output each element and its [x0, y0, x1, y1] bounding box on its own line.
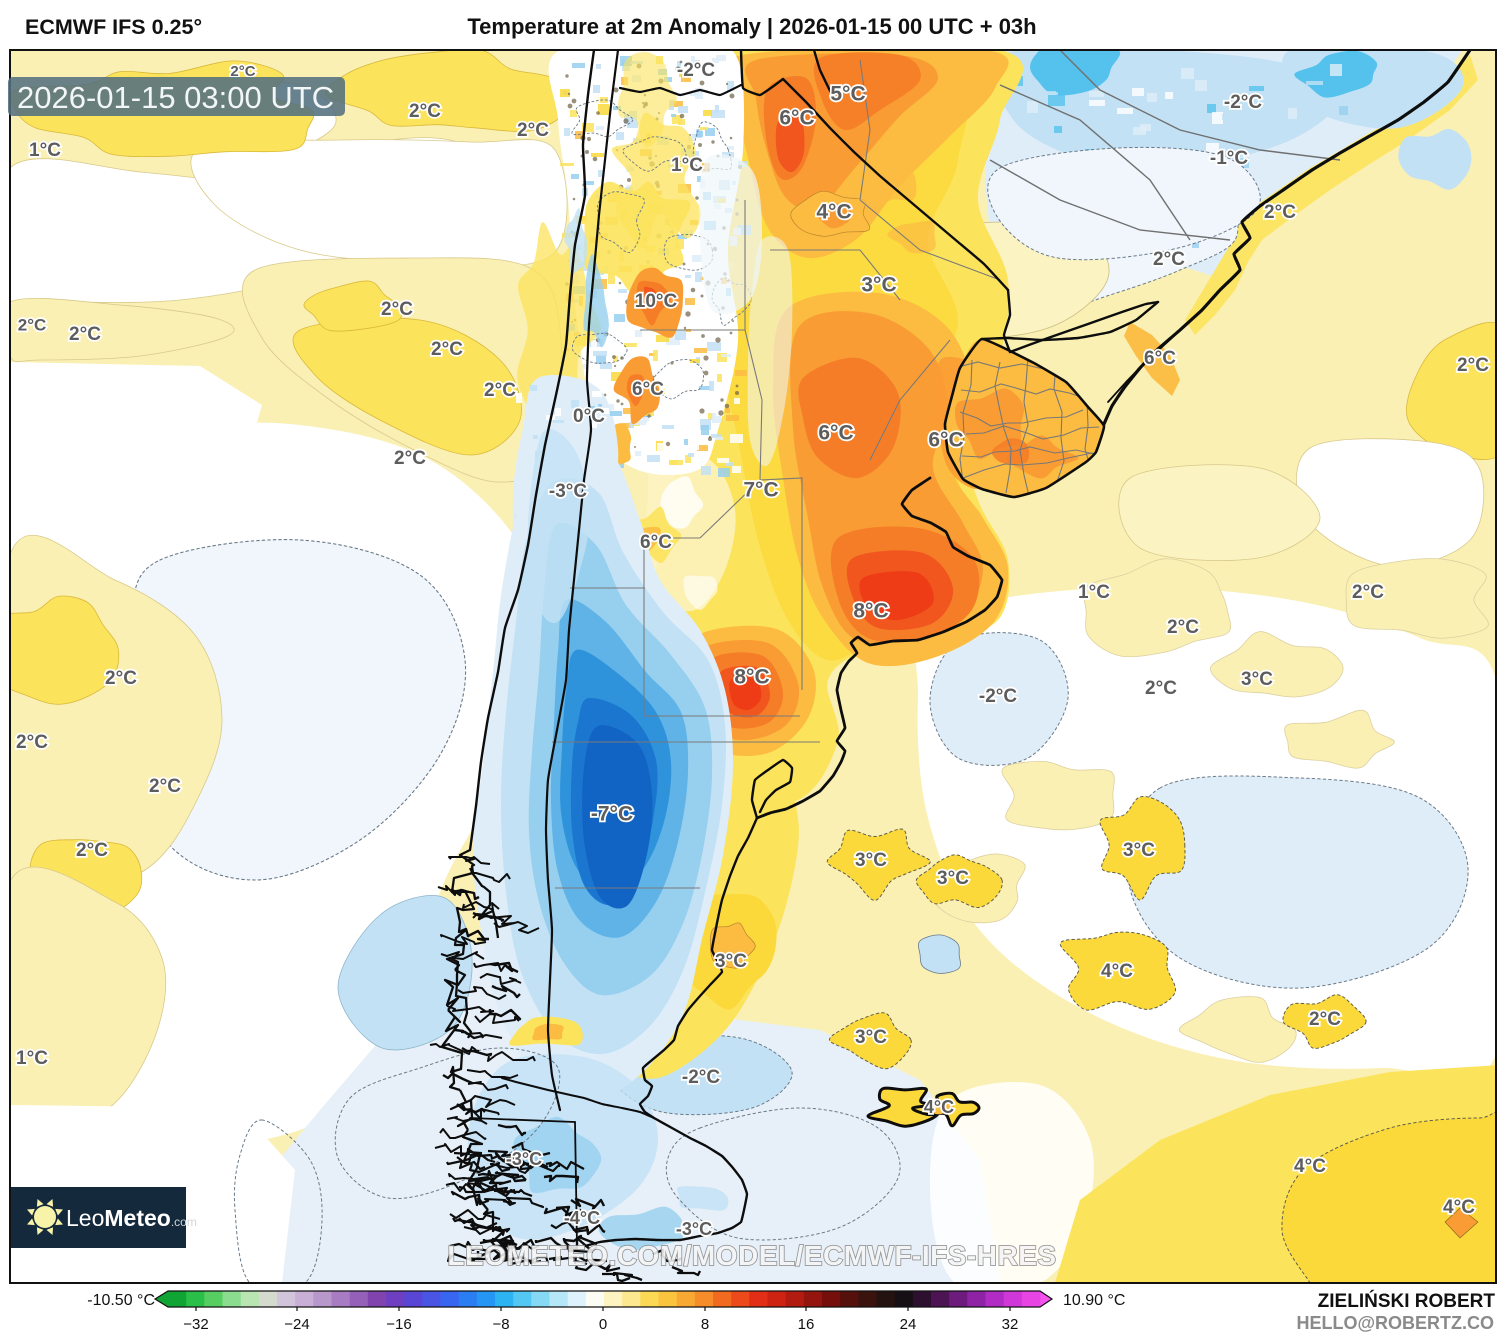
svg-text:10°C: 10°C: [635, 291, 678, 312]
svg-text:2°C: 2°C: [409, 101, 441, 122]
svg-text:2°C: 2°C: [1457, 355, 1489, 376]
svg-text:4°C: 4°C: [1294, 1156, 1326, 1177]
svg-text:4°C: 4°C: [924, 1097, 954, 1117]
svg-text:2026-01-15 03:00 UTC: 2026-01-15 03:00 UTC: [17, 80, 334, 115]
svg-text:3°C: 3°C: [861, 274, 896, 297]
svg-text:-3°C: -3°C: [676, 1219, 712, 1239]
svg-text:6°C: 6°C: [1144, 348, 1176, 369]
svg-text:ECMWF IFS 0.25°: ECMWF IFS 0.25°: [25, 15, 202, 39]
svg-text:ZIELIŃSKI ROBERT: ZIELIŃSKI ROBERT: [1318, 1290, 1496, 1312]
svg-text:LeoMeteo.com: LeoMeteo.com: [66, 1205, 197, 1231]
svg-text:6°C: 6°C: [632, 379, 664, 400]
svg-text:−32: −32: [183, 1316, 208, 1333]
svg-text:2°C: 2°C: [1153, 249, 1185, 270]
svg-text:2°C: 2°C: [18, 315, 47, 334]
svg-text:4°C: 4°C: [1443, 1197, 1475, 1218]
svg-text:-2°C: -2°C: [1224, 92, 1262, 113]
svg-text:4°C: 4°C: [1101, 961, 1133, 982]
svg-text:2°C: 2°C: [16, 732, 48, 753]
svg-text:-4°C: -4°C: [564, 1208, 600, 1228]
svg-text:1°C: 1°C: [671, 155, 703, 176]
svg-text:-1°C: -1°C: [1210, 148, 1248, 169]
svg-text:3°C: 3°C: [937, 868, 969, 889]
svg-text:2°C: 2°C: [76, 840, 108, 861]
svg-text:32: 32: [1002, 1316, 1019, 1333]
svg-text:10.90 °C: 10.90 °C: [1063, 1292, 1125, 1309]
svg-text:1°C: 1°C: [29, 140, 61, 161]
svg-text:1°C: 1°C: [16, 1048, 48, 1069]
svg-text:6°C: 6°C: [818, 422, 853, 445]
svg-text:2°C: 2°C: [1309, 1009, 1341, 1030]
svg-text:-2°C: -2°C: [979, 686, 1017, 707]
svg-text:−24: −24: [284, 1316, 309, 1333]
svg-text:24: 24: [900, 1316, 917, 1333]
svg-text:-10.50 °C: -10.50 °C: [87, 1292, 155, 1309]
svg-text:3°C: 3°C: [855, 1027, 887, 1048]
svg-text:3°C: 3°C: [1241, 669, 1273, 690]
svg-text:Temperature at 2m Anomaly | 20: Temperature at 2m Anomaly | 2026-01-15 0…: [467, 14, 1036, 39]
svg-text:2°C: 2°C: [431, 339, 463, 360]
svg-text:16: 16: [798, 1316, 815, 1333]
svg-text:1°C: 1°C: [1078, 582, 1110, 603]
svg-text:4°C: 4°C: [816, 201, 851, 224]
svg-text:2°C: 2°C: [381, 299, 413, 320]
svg-text:HELLO@ROBERTZ.CO: HELLO@ROBERTZ.CO: [1296, 1313, 1494, 1333]
svg-text:7°C: 7°C: [743, 479, 778, 502]
svg-text:5°C: 5°C: [830, 83, 865, 106]
svg-text:8: 8: [701, 1316, 709, 1333]
svg-text:2°C: 2°C: [69, 324, 101, 345]
svg-text:2°C: 2°C: [230, 63, 255, 80]
svg-text:-3°C: -3°C: [549, 481, 587, 502]
svg-text:2°C: 2°C: [517, 120, 549, 141]
svg-text:2°C: 2°C: [1264, 202, 1296, 223]
svg-text:−8: −8: [492, 1316, 509, 1333]
svg-text:8°C: 8°C: [734, 666, 769, 689]
svg-text:6°C: 6°C: [779, 107, 814, 130]
svg-text:2°C: 2°C: [149, 776, 181, 797]
svg-text:2°C: 2°C: [394, 448, 426, 469]
svg-text:2°C: 2°C: [1167, 617, 1199, 638]
svg-text:-7°C: -7°C: [591, 803, 633, 826]
svg-text:2°C: 2°C: [105, 668, 137, 689]
svg-text:-2°C: -2°C: [682, 1067, 720, 1088]
svg-text:3°C: 3°C: [855, 850, 887, 871]
svg-text:6°C: 6°C: [928, 429, 963, 452]
svg-text:2°C: 2°C: [1352, 582, 1384, 603]
svg-text:6°C: 6°C: [640, 532, 672, 553]
svg-text:LEOMETEO.COM/MODEL/ECMWF-IFS-H: LEOMETEO.COM/MODEL/ECMWF-IFS-HRES: [447, 1240, 1056, 1271]
svg-text:2°C: 2°C: [484, 380, 516, 401]
svg-text:−16: −16: [386, 1316, 411, 1333]
svg-text:0°C: 0°C: [573, 406, 605, 427]
svg-text:3°C: 3°C: [715, 951, 747, 972]
svg-text:8°C: 8°C: [853, 600, 888, 623]
svg-text:-2°C: -2°C: [677, 60, 715, 81]
svg-text:0: 0: [599, 1316, 607, 1333]
svg-text:2°C: 2°C: [1145, 678, 1177, 699]
svg-text:-3°C: -3°C: [506, 1149, 542, 1169]
svg-text:3°C: 3°C: [1123, 840, 1155, 861]
